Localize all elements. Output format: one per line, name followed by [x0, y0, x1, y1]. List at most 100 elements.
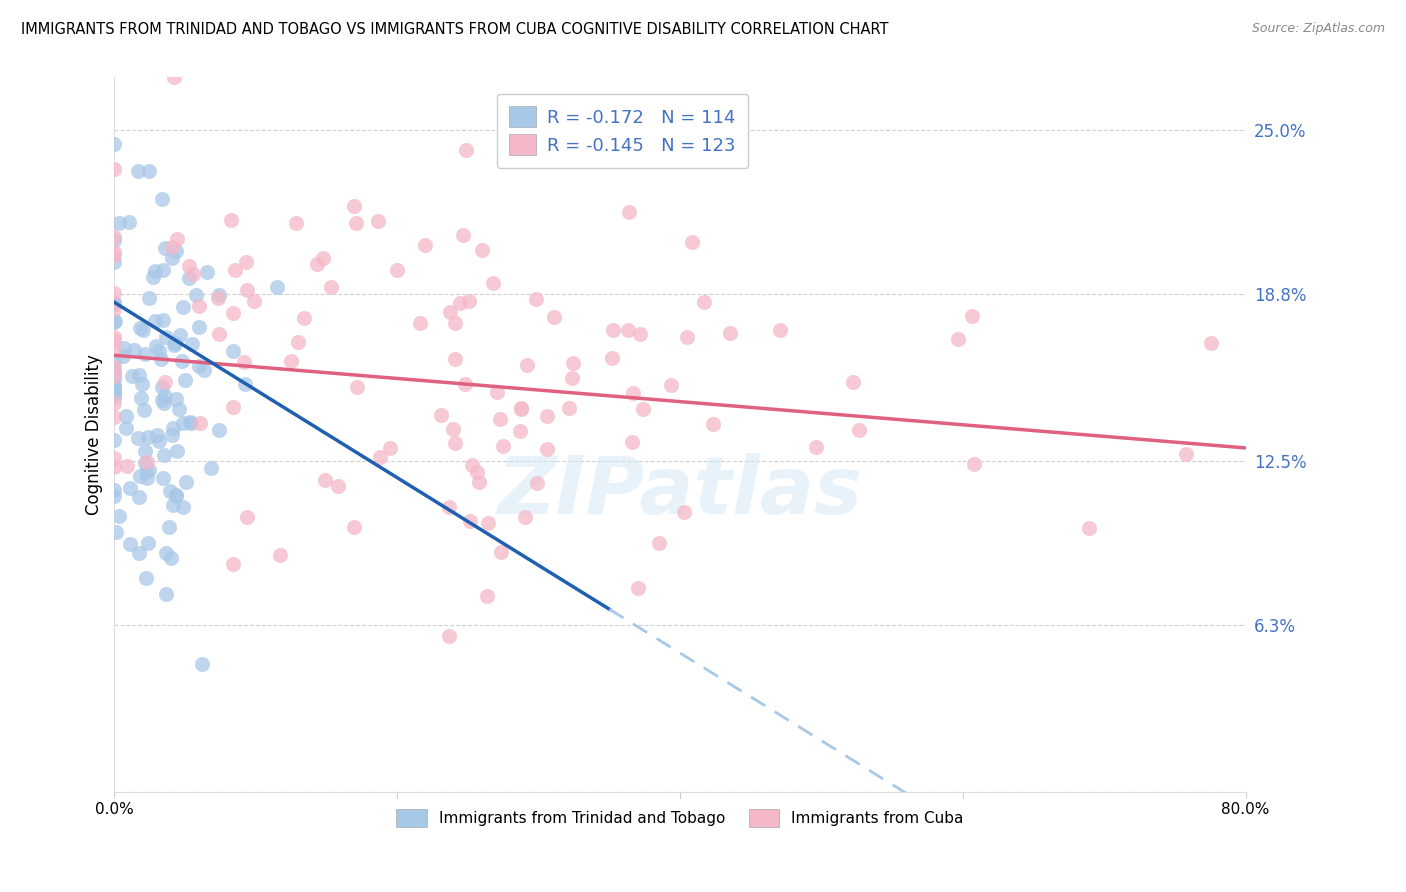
Point — [207, 423, 229, 437]
Point — [200, 461, 222, 475]
Point — [103, 302, 125, 317]
Point — [222, 306, 245, 320]
Point — [103, 230, 125, 244]
Point — [103, 381, 125, 395]
Point — [477, 516, 499, 530]
Point — [120, 536, 142, 550]
Point — [112, 341, 135, 355]
Point — [103, 410, 125, 425]
Point — [266, 279, 288, 293]
Point — [103, 433, 125, 447]
Point — [681, 235, 703, 249]
Point — [138, 535, 160, 549]
Point — [166, 232, 188, 246]
Point — [222, 343, 245, 358]
Point — [146, 427, 169, 442]
Point — [127, 164, 149, 178]
Point — [160, 252, 183, 266]
Point — [103, 396, 125, 410]
Point — [138, 463, 160, 477]
Point — [1174, 447, 1197, 461]
Point — [121, 368, 143, 383]
Point — [160, 428, 183, 442]
Point — [536, 442, 558, 456]
Point — [111, 350, 134, 364]
Point — [441, 422, 464, 436]
Point — [162, 421, 184, 435]
Point — [162, 499, 184, 513]
Point — [103, 368, 125, 383]
Point — [481, 276, 503, 290]
Point — [103, 386, 125, 401]
Point — [444, 435, 467, 450]
Point — [152, 262, 174, 277]
Point — [150, 393, 173, 408]
Point — [103, 136, 125, 151]
Text: ZIPatlas: ZIPatlas — [498, 453, 862, 531]
Point — [477, 589, 499, 603]
Point — [159, 483, 181, 498]
Point — [103, 390, 125, 404]
Point — [160, 240, 183, 254]
Point — [769, 323, 792, 337]
Point — [536, 409, 558, 423]
Point — [180, 416, 202, 430]
Point — [103, 295, 125, 310]
Point — [155, 329, 177, 343]
Point — [135, 465, 157, 479]
Point — [191, 657, 214, 671]
Point — [195, 265, 218, 279]
Point — [292, 311, 315, 326]
Point — [188, 359, 211, 373]
Point — [236, 510, 259, 524]
Point — [444, 316, 467, 330]
Point — [219, 213, 242, 227]
Point — [165, 335, 187, 350]
Point — [136, 430, 159, 444]
Point — [165, 392, 187, 407]
Point — [163, 70, 186, 85]
Point — [159, 550, 181, 565]
Point — [129, 391, 152, 405]
Point — [307, 257, 329, 271]
Legend: Immigrants from Trinidad and Tobago, Immigrants from Cuba: Immigrants from Trinidad and Tobago, Imm… — [389, 801, 972, 834]
Point — [207, 291, 229, 305]
Point — [115, 409, 138, 424]
Point — [243, 294, 266, 309]
Point — [439, 500, 461, 515]
Y-axis label: Cognitive Disability: Cognitive Disability — [86, 354, 103, 516]
Point — [486, 384, 509, 399]
Point — [600, 351, 623, 365]
Point — [103, 371, 125, 385]
Point — [181, 267, 204, 281]
Point — [695, 125, 717, 139]
Point — [429, 408, 451, 422]
Point — [148, 434, 170, 448]
Point — [342, 199, 364, 213]
Point — [153, 241, 176, 255]
Point — [509, 401, 531, 415]
Point — [136, 455, 159, 469]
Point — [170, 354, 193, 368]
Point — [172, 416, 194, 430]
Point — [103, 460, 125, 475]
Point — [184, 288, 207, 302]
Point — [188, 416, 211, 430]
Point — [134, 444, 156, 458]
Point — [806, 440, 828, 454]
Point — [449, 295, 471, 310]
Point — [524, 293, 547, 307]
Point — [343, 520, 366, 534]
Point — [492, 439, 515, 453]
Point — [673, 505, 696, 519]
Point — [103, 233, 125, 247]
Point — [103, 359, 125, 374]
Point — [165, 489, 187, 503]
Point — [153, 389, 176, 403]
Point — [103, 339, 125, 353]
Point — [471, 243, 494, 257]
Point — [602, 323, 624, 337]
Point — [621, 435, 644, 450]
Point — [543, 310, 565, 325]
Point — [458, 514, 481, 528]
